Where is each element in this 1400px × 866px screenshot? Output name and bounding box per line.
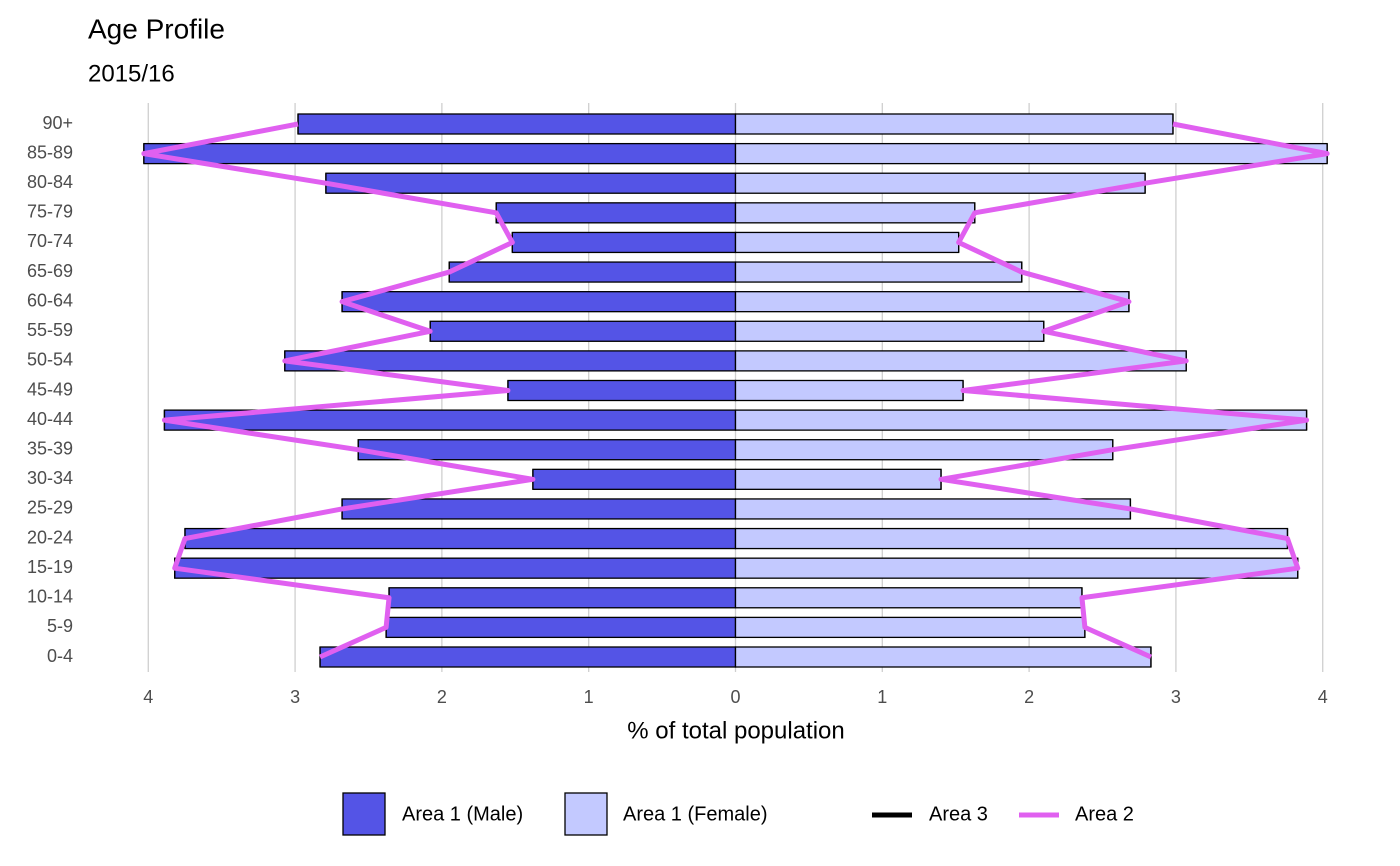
y-tick-label: 70-74 bbox=[27, 231, 73, 251]
bar bbox=[319, 646, 737, 668]
x-tick-label: 4 bbox=[1318, 687, 1328, 707]
y-tick-label: 15-19 bbox=[27, 557, 73, 577]
y-tick-label: 85-89 bbox=[27, 142, 73, 162]
y-tick-label: 30-34 bbox=[27, 468, 73, 488]
y-tick-label: 40-44 bbox=[27, 409, 73, 429]
legend-label: Area 1 (Female) bbox=[623, 803, 768, 825]
bar bbox=[385, 616, 737, 639]
y-tick-label: 20-24 bbox=[27, 527, 73, 547]
x-tick-label: 0 bbox=[730, 687, 740, 707]
bar bbox=[325, 172, 737, 194]
bar bbox=[734, 527, 1289, 550]
y-tick-label: 10-14 bbox=[27, 587, 73, 607]
y-tick-label: 45-49 bbox=[27, 379, 73, 399]
chart-title: Age Profile bbox=[88, 13, 225, 44]
bar bbox=[143, 142, 737, 165]
bar bbox=[734, 261, 1023, 283]
bar bbox=[184, 527, 737, 550]
bar bbox=[734, 439, 1114, 461]
bar bbox=[734, 113, 1174, 135]
bar bbox=[734, 616, 1086, 639]
y-tick-label: 50-54 bbox=[27, 350, 73, 370]
legend-swatch bbox=[564, 792, 608, 836]
bar bbox=[734, 320, 1045, 342]
y-tick-label: 90+ bbox=[42, 113, 73, 133]
legend-label: Area 3 bbox=[929, 803, 988, 825]
x-tick-label: 3 bbox=[290, 687, 300, 707]
bar bbox=[507, 379, 737, 402]
legend-swatch bbox=[342, 792, 386, 836]
bar bbox=[357, 439, 737, 461]
line bbox=[938, 121, 1330, 660]
bar bbox=[495, 202, 737, 224]
y-tick-label: 5-9 bbox=[47, 616, 73, 636]
bar bbox=[734, 231, 960, 254]
bar bbox=[388, 587, 737, 609]
bar bbox=[734, 468, 942, 490]
x-tick-label: 1 bbox=[584, 687, 594, 707]
bar bbox=[734, 202, 976, 224]
y-tick-label: 0-4 bbox=[47, 646, 73, 666]
bar bbox=[532, 468, 737, 490]
y-tick-label: 75-79 bbox=[27, 202, 73, 222]
x-tick-label: 2 bbox=[1024, 687, 1034, 707]
bar bbox=[734, 557, 1299, 579]
bar bbox=[734, 646, 1152, 668]
bar bbox=[734, 142, 1328, 165]
bar bbox=[734, 291, 1130, 313]
legend-label: Area 2 bbox=[1075, 803, 1134, 825]
bar bbox=[734, 379, 964, 402]
x-tick-label: 1 bbox=[877, 687, 887, 707]
y-tick-label: 60-64 bbox=[27, 290, 73, 310]
bar bbox=[734, 587, 1083, 609]
bar bbox=[429, 320, 737, 342]
y-tick-label: 35-39 bbox=[27, 438, 73, 458]
x-axis-label: % of total population bbox=[627, 717, 845, 744]
y-tick-label: 80-84 bbox=[27, 172, 73, 192]
x-tick-label: 3 bbox=[1171, 687, 1181, 707]
legend-label: Area 1 (Male) bbox=[402, 803, 523, 825]
chart-subtitle: 2015/16 bbox=[88, 60, 175, 87]
bar bbox=[174, 557, 737, 579]
x-tick-label: 2 bbox=[437, 687, 447, 707]
bar bbox=[734, 172, 1146, 194]
y-tick-label: 25-29 bbox=[27, 498, 73, 518]
bar bbox=[511, 231, 737, 254]
line bbox=[141, 121, 536, 660]
bar bbox=[448, 261, 737, 283]
y-tick-label: 65-69 bbox=[27, 261, 73, 281]
y-tick-label: 55-59 bbox=[27, 320, 73, 340]
bar bbox=[341, 291, 737, 313]
bar bbox=[297, 113, 737, 135]
x-tick-label: 4 bbox=[143, 687, 153, 707]
